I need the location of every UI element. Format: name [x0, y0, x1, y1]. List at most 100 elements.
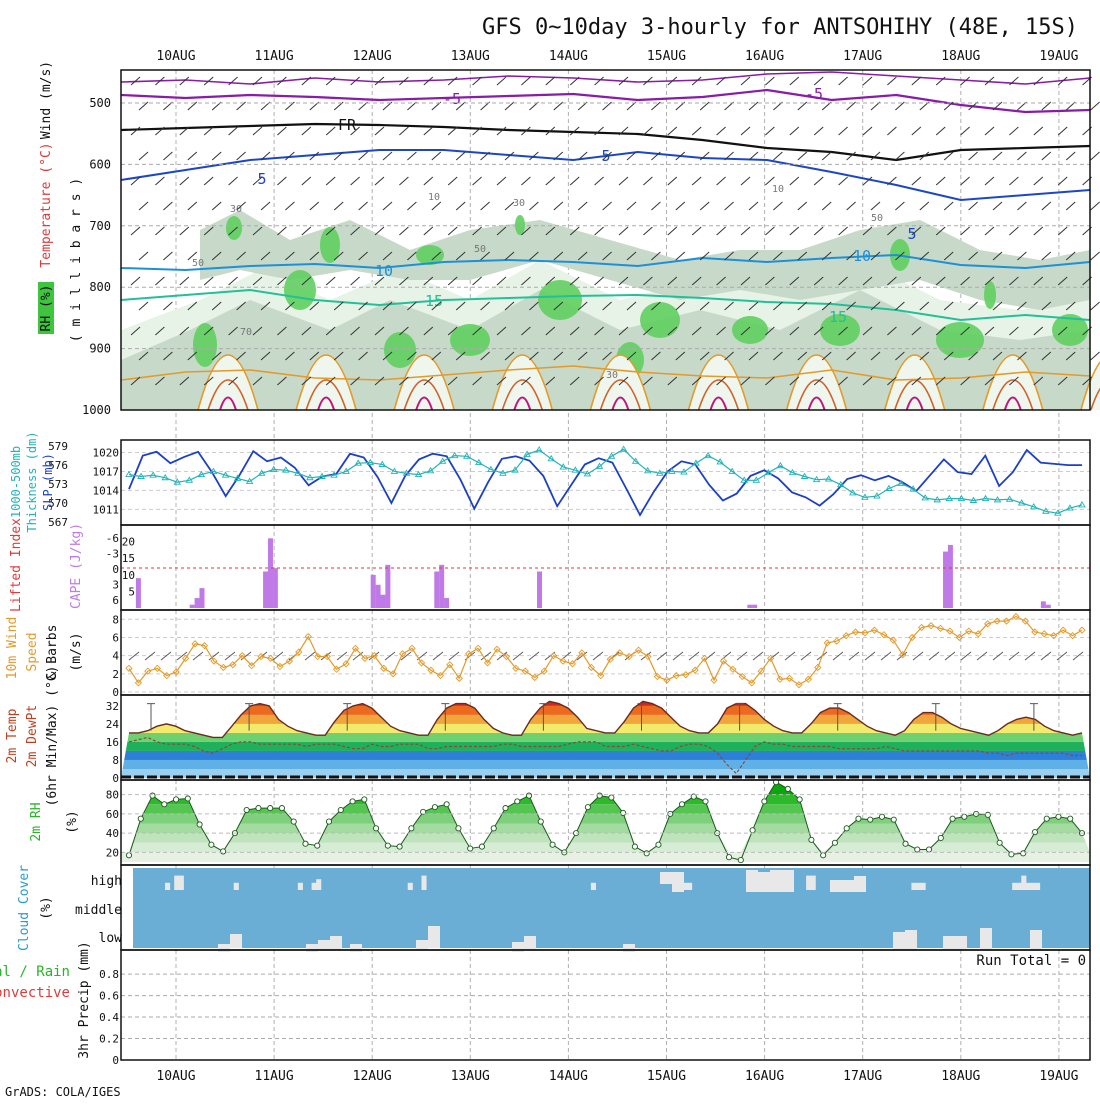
wind-barb: [651, 151, 661, 161]
wind10-marker: [285, 657, 294, 665]
thickness-marker: [812, 475, 821, 483]
wind-barb: [594, 126, 604, 136]
rh2m-marker: [1008, 851, 1015, 858]
wind-barb: [667, 226, 678, 236]
wind10-marker: [427, 666, 435, 674]
thickness-marker: [571, 466, 580, 473]
wind-barb: [1057, 226, 1068, 236]
wind-barb: [935, 226, 946, 236]
wind-barb: [447, 276, 458, 286]
wind-barb: [260, 151, 271, 161]
wind-barb: [521, 176, 531, 186]
thickness-marker: [245, 477, 254, 485]
wind10-barb: [176, 651, 188, 661]
wind-barb: [765, 226, 775, 236]
wind10-marker: [1050, 631, 1058, 640]
wind10-marker: [1059, 626, 1067, 634]
contour-label: 5: [257, 170, 266, 188]
temp-hump-red: [992, 379, 1034, 411]
ylabel-cape: CAPE (J/kg): [69, 523, 84, 609]
wind-barb: [1057, 176, 1068, 186]
wind-barb: [895, 351, 905, 361]
wind-barb: [447, 126, 458, 136]
wind-barb: [643, 76, 653, 86]
wind-barb: [960, 276, 970, 286]
wind-barb: [838, 176, 848, 186]
ylabel-temp2m: 2m Temp: [5, 708, 20, 763]
wind-barb: [911, 276, 922, 286]
wind-barb: [895, 151, 905, 161]
wind10-marker: [625, 652, 633, 661]
thickness-marker: [450, 451, 459, 459]
cloud-high-bar: [806, 875, 812, 890]
wind-barb: [333, 201, 344, 211]
wind-barb: [594, 176, 604, 186]
wind-barb: [935, 376, 946, 386]
wind-barb: [887, 276, 897, 286]
wind-barb: [773, 201, 783, 211]
rh2m-line: [128, 781, 1083, 861]
contour-label: 15: [425, 292, 443, 310]
wind-barb: [374, 376, 385, 386]
wind-barb: [358, 201, 368, 211]
temp-hump-red: [697, 379, 740, 411]
wind-barb: [1041, 101, 1052, 111]
wind-barb: [545, 376, 556, 386]
rh-contour-label: 50: [871, 213, 883, 224]
cloud-high-bar: [687, 882, 693, 890]
thickness-marker: [861, 493, 869, 500]
temp-band: [121, 741, 1090, 751]
wind10-marker: [304, 632, 312, 641]
wind10-marker: [993, 617, 1001, 625]
rh2m-marker: [337, 806, 344, 814]
rh2m-marker: [278, 805, 286, 812]
wind-barb: [325, 326, 336, 336]
wind-barb: [699, 301, 710, 311]
wind-barb: [423, 326, 434, 336]
wind-barb: [821, 151, 832, 161]
wind10-barb: [944, 651, 956, 661]
wind-barb: [919, 151, 930, 161]
wind-barb: [691, 276, 702, 286]
wind-barb: [716, 176, 726, 186]
cloud-high-bar: [916, 882, 922, 890]
wind10-marker: [738, 672, 746, 681]
wind-barb: [399, 326, 409, 336]
thickness-marker: [197, 470, 206, 478]
bottom-date-label: 15AUG: [647, 1069, 686, 1084]
temp-hump-magenta: [709, 396, 728, 411]
thickness-marker: [897, 479, 905, 486]
wind-barb: [423, 376, 434, 386]
wind-barb: [301, 376, 312, 386]
isotherm-freezing: [120, 122, 1091, 162]
wind10-barb: [848, 651, 860, 661]
cloud-low-bar: [306, 944, 318, 952]
wind-barb: [553, 101, 564, 111]
wind-barb: [602, 151, 612, 161]
wind-barb: [138, 201, 149, 211]
wind-barb: [277, 76, 287, 86]
precip-tick-label: 0.6: [99, 990, 119, 1003]
wind-barb: [455, 351, 466, 361]
rh2m-marker: [1067, 815, 1074, 822]
wind10-marker: [823, 639, 831, 647]
thickness-marker: [354, 459, 362, 466]
wind-barb: [992, 301, 1003, 311]
wind-barb: [895, 101, 905, 111]
rh-contour-label: 50: [474, 244, 486, 255]
wind10-barb: [144, 651, 156, 661]
wind-barb: [602, 301, 612, 311]
wind-barb: [765, 176, 775, 186]
wind-barb: [773, 251, 783, 261]
wind10-marker: [408, 644, 416, 653]
wind-barb: [577, 351, 588, 361]
cape-bar: [194, 598, 200, 608]
rh2m-marker: [925, 846, 933, 853]
wind-barb: [309, 151, 320, 161]
thickness-marker: [873, 492, 881, 499]
wind-barb: [1033, 326, 1044, 336]
wind-barb: [350, 376, 360, 386]
cape-bar: [199, 588, 205, 608]
wind10-marker: [210, 657, 218, 665]
wind-barb: [789, 126, 800, 136]
